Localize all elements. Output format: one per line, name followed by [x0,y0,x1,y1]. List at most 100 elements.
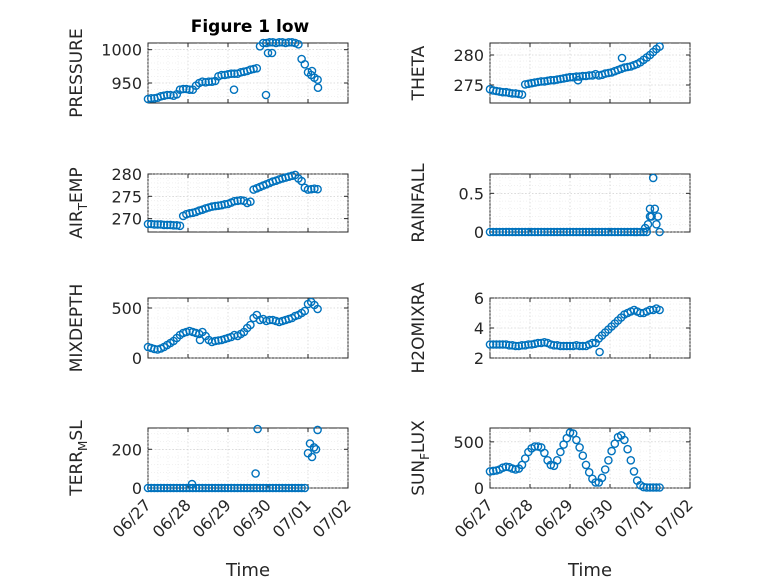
data-point [648,173,658,183]
y-axis-label: RAINFALL [409,163,429,243]
data-point [655,305,664,315]
data-point [217,483,226,493]
data-point [540,448,549,458]
data-point [655,42,664,51]
data-point [485,340,495,349]
data-point [182,483,191,493]
data-point [303,185,313,194]
data-point [517,227,527,237]
data-point [159,483,169,493]
data-point [233,196,242,206]
data-point [642,483,652,492]
data-point [597,227,607,237]
data-point [552,455,562,465]
data-point [249,64,258,74]
data-point [575,443,584,452]
y-axis-label: H2OMIXRA [409,282,429,373]
data-point [584,467,594,477]
data-point [594,227,604,237]
data-point [178,84,188,94]
data-point [268,38,278,47]
data-point [188,483,198,493]
data-point [604,227,613,237]
y-tick-label: 280 [111,165,142,184]
data-point [648,483,658,492]
x-tick-label: 06/30 [229,495,275,541]
data-point [146,219,156,229]
data-point [204,483,214,493]
y-axis-label: TERRMSL [67,420,90,497]
data-point [230,196,239,206]
data-point [229,85,239,94]
data-point [607,446,616,456]
data-point [162,483,172,493]
data-point [639,482,648,492]
data-point [498,87,508,97]
data-point [267,48,277,58]
data-point [281,38,290,48]
data-point [187,479,197,489]
data-point [313,75,322,84]
data-point [565,72,575,82]
data-point [643,219,653,229]
data-point [492,227,501,237]
data-point [485,467,495,476]
data-point [655,227,664,237]
data-point [307,66,317,76]
data-point [504,340,514,350]
data-point [562,73,572,83]
y-tick-label: 200 [111,440,142,459]
y-tick-label: 0 [132,349,142,368]
data-point [575,341,584,351]
data-point [652,219,661,229]
data-point [530,227,540,237]
data-point [198,483,207,493]
data-point [290,483,300,493]
data-point [543,76,552,86]
x-tick-label: 06/30 [571,495,617,541]
x-tick-label: 06/29 [531,495,577,541]
data-point [153,220,162,229]
data-point [150,344,159,354]
data-point [488,340,498,349]
data-point [268,483,278,493]
data-point [488,227,498,237]
data-point [568,341,578,351]
data-point [252,64,262,73]
data-point [300,60,310,69]
x-tick-label: 06/28 [491,495,537,541]
data-point [530,442,540,451]
data-point [575,227,584,237]
y-tick-label: 0.5 [459,184,484,203]
data-point [166,90,175,100]
data-point [258,483,268,493]
data-point [146,94,156,103]
data-point [546,75,556,85]
data-point [313,184,322,194]
data-point [169,220,178,230]
data-point [645,483,655,492]
data-point [610,227,620,237]
data-point [536,338,546,348]
data-point [511,341,520,351]
data-point [620,435,629,445]
y-tick-label: 2 [474,349,484,368]
data-point [572,340,581,350]
data-point [495,87,504,96]
data-point [556,227,565,237]
data-point [520,454,530,463]
x-tick-label: 07/02 [309,495,355,541]
y-tick-label: 0 [474,223,484,242]
data-point [153,483,162,493]
y-axis-label: PRESSURE [67,28,87,117]
panel-3: 0 0.5 RAINFALL [409,163,691,243]
data-point [501,227,511,237]
data-point [175,85,185,94]
data-point [246,197,255,206]
data-point [514,89,524,99]
data-point [210,483,220,493]
data-point [261,90,271,100]
data-point [604,455,613,465]
y-tick-label: 1000 [101,41,142,60]
